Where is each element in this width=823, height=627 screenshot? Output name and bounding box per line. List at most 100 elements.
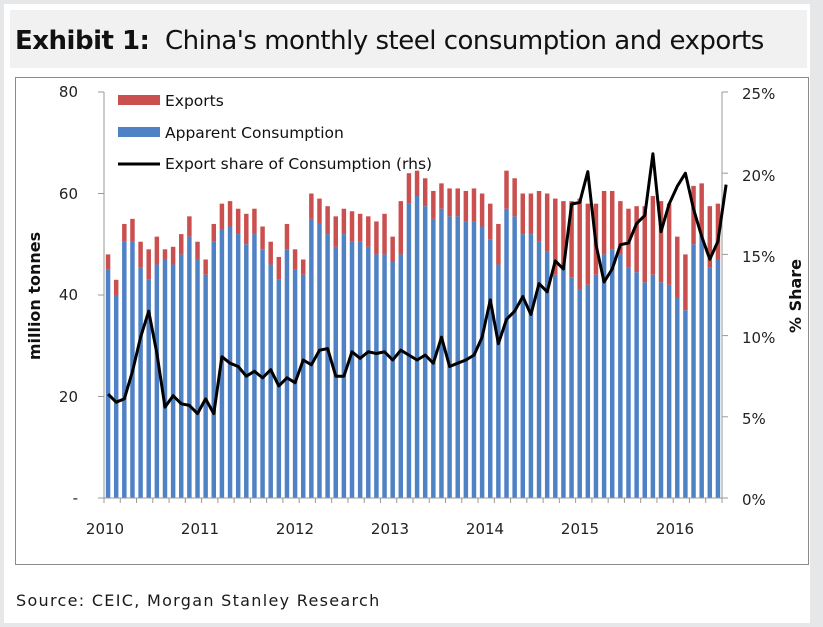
bar-consumption: [366, 246, 371, 498]
bar-consumption: [471, 221, 477, 498]
bar-consumption: [569, 277, 574, 498]
y-axis-right-title: % Share: [786, 259, 805, 333]
bar-exports: [170, 246, 176, 265]
exhibit-label: Exhibit 1:: [15, 26, 150, 56]
exhibit-title: Exhibit 1: China's monthly steel consump…: [15, 26, 764, 56]
x-tick-label: 2012: [276, 520, 314, 538]
bar-consumption: [642, 282, 647, 498]
bar-consumption: [105, 269, 111, 498]
bar-consumption: [577, 289, 582, 498]
y2-tick-label: 5%: [742, 410, 766, 428]
bar-exports: [666, 203, 672, 285]
bar-consumption: [406, 203, 412, 498]
x-tick-label: 2014: [466, 520, 504, 538]
x-tick-label: 2013: [371, 520, 409, 538]
bar-exports: [553, 198, 558, 275]
bar-exports: [227, 201, 233, 227]
bar-consumption: [707, 267, 713, 498]
bar-consumption: [382, 254, 387, 498]
bar-exports: [398, 201, 404, 255]
source-note: Source: CEIC, Morgan Stanley Research: [16, 591, 381, 610]
bar-exports: [146, 249, 151, 280]
bar-consumption: [618, 254, 623, 498]
bar-consumption: [634, 272, 639, 498]
title-bar: [10, 10, 807, 68]
bar-exports: [366, 216, 371, 247]
bar-exports: [536, 190, 542, 242]
bar-exports: [406, 173, 412, 204]
bar-consumption: [390, 262, 395, 498]
bar-exports: [609, 190, 615, 250]
bar-exports: [349, 211, 355, 242]
bar-exports: [707, 206, 713, 268]
bar-consumption: [113, 295, 119, 498]
y-axis-left-labels: - 20 40 60 80: [59, 83, 78, 507]
bar-exports: [479, 193, 485, 227]
y-tick-label: 20: [59, 388, 78, 406]
bar-exports: [382, 213, 387, 255]
bar-exports: [422, 178, 428, 207]
bar-consumption: [203, 274, 208, 498]
bar-consumption: [252, 234, 257, 498]
bar-exports: [561, 201, 566, 265]
bar-exports: [463, 190, 469, 222]
bar-consumption: [309, 218, 314, 498]
bar-consumption: [422, 206, 428, 498]
y-tick-label: 40: [59, 286, 78, 304]
bar-exports: [284, 223, 290, 250]
bar-consumption: [601, 254, 607, 498]
bar-exports: [309, 193, 314, 219]
bar-consumption: [496, 264, 501, 498]
bar-exports: [341, 208, 347, 235]
bar-consumption: [276, 279, 282, 498]
bar-exports: [504, 170, 509, 209]
bar-consumption: [553, 274, 558, 498]
bar-consumption: [341, 234, 347, 498]
bar-consumption: [170, 264, 176, 498]
bar-consumption: [561, 264, 566, 498]
bar-consumption: [626, 267, 631, 498]
bar-exports: [577, 198, 582, 290]
bar-consumption: [675, 297, 680, 498]
y-tick-label: -: [73, 489, 78, 507]
bar-exports: [634, 206, 639, 273]
bar-exports: [512, 178, 517, 217]
bar-exports: [154, 236, 160, 265]
y-tick-label: 60: [59, 185, 78, 203]
y2-tick-label: 25%: [742, 85, 775, 103]
bar-consumption: [520, 234, 526, 498]
bar-exports: [292, 249, 298, 270]
y-axis-left-title: million tonnes: [25, 232, 44, 360]
bar-consumption: [504, 208, 509, 498]
bar-exports: [618, 201, 623, 255]
bar-exports: [219, 203, 225, 230]
x-axis-labels: 2010 2011 2012 2013 2014 2015 2016: [86, 520, 694, 538]
bar-exports: [122, 223, 127, 242]
bar-exports: [333, 216, 338, 247]
bar-exports: [162, 249, 168, 260]
y-axis-right-labels: 0% 5% 10% 15% 20% 25%: [742, 85, 775, 509]
bar-exports: [390, 236, 395, 263]
bar-exports: [138, 241, 143, 268]
bar-exports: [235, 208, 241, 235]
bar-consumption: [488, 239, 493, 499]
bar-consumption: [585, 284, 591, 498]
bar-exports: [130, 218, 135, 242]
bar-consumption: [536, 241, 542, 498]
bar-consumption: [398, 254, 404, 498]
bar-consumption: [683, 310, 688, 498]
x-tick-label: 2011: [181, 520, 219, 538]
bar-exports: [447, 188, 452, 217]
bar-group: [105, 170, 721, 499]
bar-consumption: [122, 241, 127, 498]
legend: Exports Apparent Consumption Export shar…: [118, 92, 432, 173]
bar-exports: [642, 206, 647, 283]
bar-exports: [113, 279, 119, 295]
bar-consumption: [715, 259, 721, 498]
bar-consumption: [154, 264, 160, 498]
bar-exports: [699, 183, 704, 237]
bar-consumption: [479, 226, 485, 499]
bar-consumption: [528, 234, 534, 498]
bar-consumption: [325, 234, 330, 498]
bar-consumption: [512, 216, 517, 498]
